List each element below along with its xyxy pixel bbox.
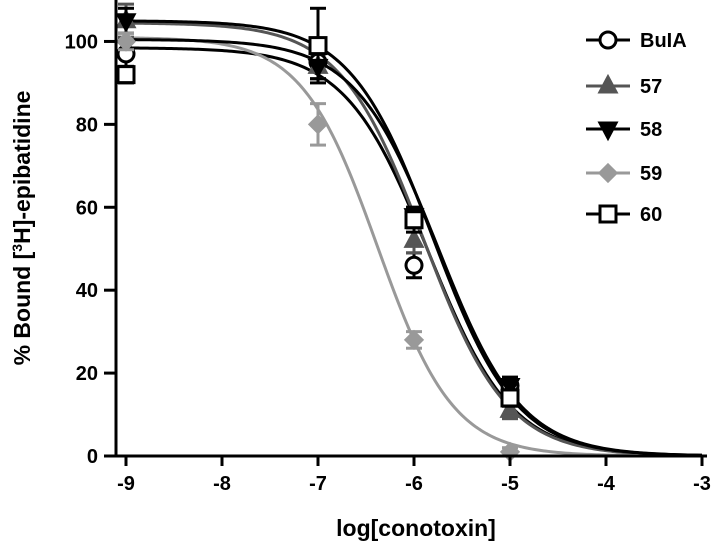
axes xyxy=(114,0,707,458)
data-point-57 xyxy=(403,228,425,248)
x-axis-title: log[conotoxin] xyxy=(336,515,496,541)
fit-curve-60 xyxy=(125,38,703,457)
y-tick-label: 60 xyxy=(76,197,98,219)
y-tick-label: 0 xyxy=(87,446,98,468)
y-tick-label: 20 xyxy=(76,363,98,385)
data-point-59 xyxy=(403,329,425,351)
data-point-BuIA xyxy=(404,255,424,275)
legend-marker-58 xyxy=(597,121,619,142)
legend-marker-59 xyxy=(597,162,619,184)
ticks: -9 -8 -7 -6 -5 -4 -3 0 20 40 60 80 100 xyxy=(65,31,711,495)
y-axis-title-post: H]-epibatidine xyxy=(9,91,35,244)
legend-item-58: 58 xyxy=(586,119,662,142)
y-axis-title-sup: 3 xyxy=(9,244,25,252)
legend-label: 60 xyxy=(640,204,662,226)
data-point-59 xyxy=(115,31,137,52)
legend-marker-57 xyxy=(597,73,619,94)
legend-label: BuIA xyxy=(640,30,687,52)
legend-label: 58 xyxy=(640,119,662,141)
x-tick-label: -3 xyxy=(693,473,711,495)
y-tick-label: 40 xyxy=(76,280,98,302)
y-axis-title: % Bound [3H]-epibatidine xyxy=(9,91,35,366)
x-tick-label: -9 xyxy=(117,473,135,495)
data-points xyxy=(115,2,521,462)
x-tick-label: -8 xyxy=(213,473,231,495)
data-point-59 xyxy=(307,114,329,135)
x-tick-label: -5 xyxy=(501,473,519,495)
legend-marker-60 xyxy=(598,204,618,224)
data-point-58 xyxy=(115,13,137,33)
data-point-60 xyxy=(500,388,520,408)
data-point-57 xyxy=(499,398,521,418)
legend-item-BuIA: BuIA xyxy=(586,30,687,52)
data-point-60 xyxy=(404,210,424,230)
legend-label: 57 xyxy=(640,76,662,98)
legend-label: 59 xyxy=(640,163,662,185)
legend-item-59: 59 xyxy=(586,162,662,185)
x-tick-label: -4 xyxy=(597,473,616,495)
y-tick-label: 80 xyxy=(76,114,98,136)
data-point-60 xyxy=(308,36,328,56)
x-tick-label: -6 xyxy=(405,473,423,495)
legend-marker-BuIA xyxy=(598,30,618,50)
legend-item-57: 57 xyxy=(586,73,662,98)
data-point-60 xyxy=(116,65,136,85)
x-tick-label: -7 xyxy=(309,473,327,495)
y-axis-title-pre: % Bound [ xyxy=(9,251,35,365)
legend-item-60: 60 xyxy=(586,204,662,226)
data-point-58 xyxy=(499,378,521,398)
legend: BuIA 57 58 59 60 xyxy=(586,30,687,226)
y-tick-label: 100 xyxy=(65,31,98,53)
